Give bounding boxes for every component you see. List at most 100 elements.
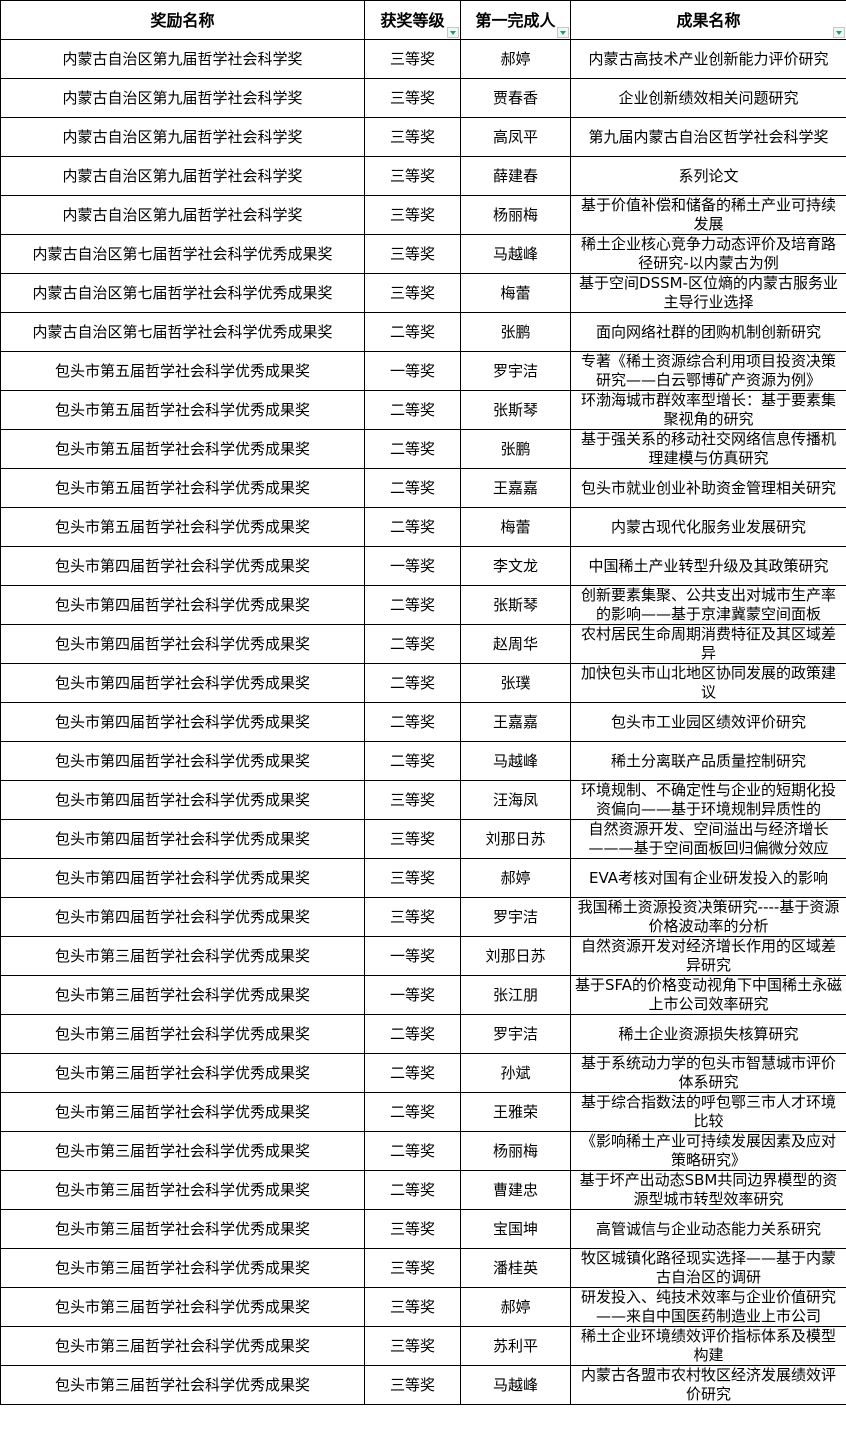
award-level-cell[interactable]: 二等奖 <box>364 429 461 469</box>
first-author-cell[interactable]: 汪海凤 <box>460 780 571 820</box>
result-name-cell[interactable]: 基于坏产出动态SBM共同边界模型的资源型城市转型效率研究 <box>570 1170 846 1210</box>
award-name-cell[interactable]: 内蒙古自治区第九届哲学社会科学奖 <box>0 117 365 157</box>
result-name-cell[interactable]: 基于强关系的移动社交网络信息传播机理建模与仿真研究 <box>570 429 846 469</box>
award-name-cell[interactable]: 包头市第三届哲学社会科学优秀成果奖 <box>0 1170 365 1210</box>
award-level-cell[interactable]: 一等奖 <box>364 546 461 586</box>
award-level-cell[interactable]: 三等奖 <box>364 156 461 196</box>
first-author-cell[interactable]: 张鹏 <box>460 429 571 469</box>
award-level-cell[interactable]: 一等奖 <box>364 936 461 976</box>
result-name-cell[interactable]: 环境规制、不确定性与企业的短期化投资偏向——基于环境规制异质性的 <box>570 780 846 820</box>
result-name-cell[interactable]: 牧区城镇化路径现实选择——基于内蒙古自治区的调研 <box>570 1248 846 1288</box>
award-level-cell[interactable]: 二等奖 <box>364 312 461 352</box>
award-level-cell[interactable]: 三等奖 <box>364 819 461 859</box>
first-author-cell[interactable]: 赵周华 <box>460 624 571 664</box>
result-name-cell[interactable]: 内蒙古高技术产业创新能力评价研究 <box>570 39 846 79</box>
result-name-cell[interactable]: 内蒙古各盟市农村牧区经济发展绩效评价研究 <box>570 1365 846 1405</box>
award-level-cell[interactable]: 一等奖 <box>364 351 461 391</box>
first-author-cell[interactable]: 刘那日苏 <box>460 936 571 976</box>
result-name-cell[interactable]: 环渤海城市群效率型增长：基于要素集聚视角的研究 <box>570 390 846 430</box>
award-name-cell[interactable]: 内蒙古自治区第九届哲学社会科学奖 <box>0 78 365 118</box>
result-name-cell[interactable]: 我国稀土资源投资决策研究----基于资源价格波动率的分析 <box>570 897 846 937</box>
award-name-cell[interactable]: 内蒙古自治区第七届哲学社会科学优秀成果奖 <box>0 273 365 313</box>
award-name-cell[interactable]: 包头市第三届哲学社会科学优秀成果奖 <box>0 1248 365 1288</box>
award-name-cell[interactable]: 包头市第四届哲学社会科学优秀成果奖 <box>0 741 365 781</box>
award-level-cell[interactable]: 二等奖 <box>364 390 461 430</box>
first-author-cell[interactable]: 张斯琴 <box>460 390 571 430</box>
result-name-cell[interactable]: 包头市工业园区绩效评价研究 <box>570 702 846 742</box>
first-author-cell[interactable]: 罗宇洁 <box>460 897 571 937</box>
award-level-cell[interactable]: 三等奖 <box>364 858 461 898</box>
first-author-cell[interactable]: 郝婷 <box>460 1287 571 1327</box>
first-author-cell[interactable]: 宝国坤 <box>460 1209 571 1249</box>
award-name-cell[interactable]: 包头市第三届哲学社会科学优秀成果奖 <box>0 1326 365 1366</box>
award-level-cell[interactable]: 三等奖 <box>364 195 461 235</box>
award-name-cell[interactable]: 包头市第五届哲学社会科学优秀成果奖 <box>0 468 365 508</box>
award-name-cell[interactable]: 包头市第四届哲学社会科学优秀成果奖 <box>0 858 365 898</box>
award-name-cell[interactable]: 包头市第三届哲学社会科学优秀成果奖 <box>0 1209 365 1249</box>
first-author-cell[interactable]: 马越峰 <box>460 1365 571 1405</box>
award-level-cell[interactable]: 三等奖 <box>364 1326 461 1366</box>
first-author-cell[interactable]: 潘桂英 <box>460 1248 571 1288</box>
first-author-cell[interactable]: 郝婷 <box>460 858 571 898</box>
award-level-cell[interactable]: 二等奖 <box>364 507 461 547</box>
first-author-cell[interactable]: 马越峰 <box>460 234 571 274</box>
award-level-cell[interactable]: 二等奖 <box>364 741 461 781</box>
award-name-cell[interactable]: 内蒙古自治区第九届哲学社会科学奖 <box>0 195 365 235</box>
award-level-cell[interactable]: 二等奖 <box>364 624 461 664</box>
award-level-cell[interactable]: 一等奖 <box>364 975 461 1015</box>
award-level-cell[interactable]: 三等奖 <box>364 1209 461 1249</box>
award-name-cell[interactable]: 包头市第四届哲学社会科学优秀成果奖 <box>0 624 365 664</box>
result-name-cell[interactable]: 创新要素集聚、公共支出对城市生产率的影响——基于京津冀蒙空间面板 <box>570 585 846 625</box>
award-name-cell[interactable]: 包头市第五届哲学社会科学优秀成果奖 <box>0 351 365 391</box>
result-name-cell[interactable]: 基于综合指数法的呼包鄂三市人才环境比较 <box>570 1092 846 1132</box>
result-name-cell[interactable]: 基于价值补偿和储备的稀土产业可持续发展 <box>570 195 846 235</box>
award-name-cell[interactable]: 包头市第四届哲学社会科学优秀成果奖 <box>0 702 365 742</box>
award-name-cell[interactable]: 内蒙古自治区第九届哲学社会科学奖 <box>0 39 365 79</box>
result-name-cell[interactable]: 系列论文 <box>570 156 846 196</box>
result-name-cell[interactable]: 面向网络社群的团购机制创新研究 <box>570 312 846 352</box>
first-author-cell[interactable]: 孙斌 <box>460 1053 571 1093</box>
result-name-cell[interactable]: 高管诚信与企业动态能力关系研究 <box>570 1209 846 1249</box>
award-name-cell[interactable]: 包头市第五届哲学社会科学优秀成果奖 <box>0 429 365 469</box>
award-name-cell[interactable]: 包头市第五届哲学社会科学优秀成果奖 <box>0 390 365 430</box>
first-author-cell[interactable]: 杨丽梅 <box>460 1131 571 1171</box>
award-level-cell[interactable]: 三等奖 <box>364 117 461 157</box>
result-name-cell[interactable]: 基于系统动力学的包头市智慧城市评价体系研究 <box>570 1053 846 1093</box>
filter-dropdown-icon[interactable] <box>557 27 569 38</box>
award-level-cell[interactable]: 三等奖 <box>364 39 461 79</box>
result-name-cell[interactable]: 农村居民生命周期消费特征及其区域差异 <box>570 624 846 664</box>
first-author-cell[interactable]: 贾春香 <box>460 78 571 118</box>
result-name-cell[interactable]: 内蒙古现代化服务业发展研究 <box>570 507 846 547</box>
result-name-cell[interactable]: 加快包头市山北地区协同发展的政策建议 <box>570 663 846 703</box>
award-level-cell[interactable]: 二等奖 <box>364 1131 461 1171</box>
first-author-cell[interactable]: 王嘉嘉 <box>460 702 571 742</box>
award-name-cell[interactable]: 包头市第三届哲学社会科学优秀成果奖 <box>0 1287 365 1327</box>
first-author-cell[interactable]: 张斯琴 <box>460 585 571 625</box>
first-author-cell[interactable]: 张璞 <box>460 663 571 703</box>
result-name-cell[interactable]: 专著《稀土资源综合利用项目投资决策研究——白云鄂博矿产资源为例》 <box>570 351 846 391</box>
first-author-cell[interactable]: 张江朋 <box>460 975 571 1015</box>
award-level-cell[interactable]: 三等奖 <box>364 234 461 274</box>
award-level-cell[interactable]: 三等奖 <box>364 1365 461 1405</box>
award-name-cell[interactable]: 包头市第三届哲学社会科学优秀成果奖 <box>0 936 365 976</box>
first-author-cell[interactable]: 苏利平 <box>460 1326 571 1366</box>
award-name-cell[interactable]: 内蒙古自治区第七届哲学社会科学优秀成果奖 <box>0 234 365 274</box>
first-author-cell[interactable]: 薛建春 <box>460 156 571 196</box>
award-level-cell[interactable]: 三等奖 <box>364 78 461 118</box>
first-author-cell[interactable]: 马越峰 <box>460 741 571 781</box>
award-name-cell[interactable]: 包头市第四届哲学社会科学优秀成果奖 <box>0 780 365 820</box>
first-author-cell[interactable]: 梅蕾 <box>460 273 571 313</box>
result-name-cell[interactable]: 稀土分离联产品质量控制研究 <box>570 741 846 781</box>
first-author-cell[interactable]: 高凤平 <box>460 117 571 157</box>
result-name-cell[interactable]: 中国稀土产业转型升级及其政策研究 <box>570 546 846 586</box>
award-name-cell[interactable]: 包头市第四届哲学社会科学优秀成果奖 <box>0 585 365 625</box>
result-name-cell[interactable]: 稀土企业资源损失核算研究 <box>570 1014 846 1054</box>
award-level-cell[interactable]: 二等奖 <box>364 1092 461 1132</box>
award-level-cell[interactable]: 二等奖 <box>364 1170 461 1210</box>
award-level-cell[interactable]: 二等奖 <box>364 663 461 703</box>
result-name-cell[interactable]: 包头市就业创业补助资金管理相关研究 <box>570 468 846 508</box>
result-name-cell[interactable]: 稀土企业环境绩效评价指标体系及模型构建 <box>570 1326 846 1366</box>
award-level-cell[interactable]: 二等奖 <box>364 585 461 625</box>
award-name-cell[interactable]: 包头市第四届哲学社会科学优秀成果奖 <box>0 819 365 859</box>
award-name-cell[interactable]: 内蒙古自治区第九届哲学社会科学奖 <box>0 156 365 196</box>
